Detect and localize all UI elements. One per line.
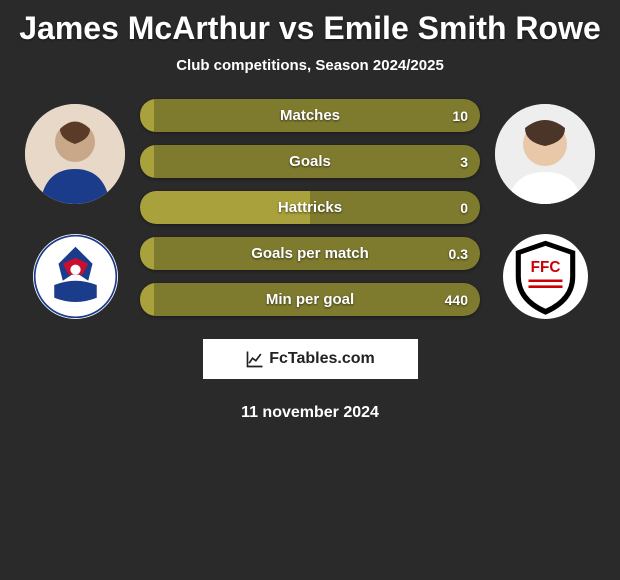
stat-bar-left-fill: [140, 237, 154, 270]
stat-label: Goals per match: [251, 245, 369, 262]
date-text: 11 november 2024: [0, 379, 620, 422]
player-placeholder-icon: [495, 104, 595, 204]
stats-bars: Matches 10 Goals 3 Hattricks 0 Goals per match…: [140, 94, 480, 316]
player-right-avatar: [495, 104, 595, 204]
stat-value-right: 440: [445, 292, 468, 308]
stat-bar-left-fill: [140, 145, 154, 178]
chart-icon: [245, 349, 265, 369]
subtitle: Club competitions, Season 2024/2025: [0, 52, 620, 94]
stat-value-right: 0: [460, 200, 468, 216]
player-placeholder-icon: [25, 104, 125, 204]
stat-label: Min per goal: [266, 291, 354, 308]
stat-label: Matches: [280, 107, 340, 124]
stat-value-right: 0.3: [449, 246, 468, 262]
stat-bar-left-fill: [140, 283, 154, 316]
stat-value-right: 10: [452, 108, 468, 124]
stat-label: Hattricks: [278, 199, 342, 216]
right-column: FFC: [495, 94, 595, 319]
branding-text: FcTables.com: [269, 350, 375, 368]
stat-bar: Hattricks 0: [140, 191, 480, 224]
stat-bar: Min per goal 440: [140, 283, 480, 316]
club-left-crest: [33, 234, 118, 319]
club-right-crest: FFC: [503, 234, 588, 319]
main-area: Matches 10 Goals 3 Hattricks 0 Goals per match…: [0, 94, 620, 319]
crystal-palace-crest-icon: [33, 234, 118, 319]
stat-label: Goals: [289, 153, 331, 170]
stat-bar-left-fill: [140, 99, 154, 132]
page-title: James McArthur vs Emile Smith Rowe: [0, 0, 620, 52]
svg-text:FFC: FFC: [530, 259, 560, 276]
stat-value-right: 3: [460, 154, 468, 170]
stat-bar: Goals per match 0.3: [140, 237, 480, 270]
left-column: [25, 94, 125, 319]
comparison-card: James McArthur vs Emile Smith Rowe Club …: [0, 0, 620, 422]
fulham-crest-icon: FFC: [503, 234, 588, 319]
branding-badge: FcTables.com: [203, 339, 418, 379]
stat-bar: Goals 3: [140, 145, 480, 178]
stat-bar: Matches 10: [140, 99, 480, 132]
player-left-avatar: [25, 104, 125, 204]
